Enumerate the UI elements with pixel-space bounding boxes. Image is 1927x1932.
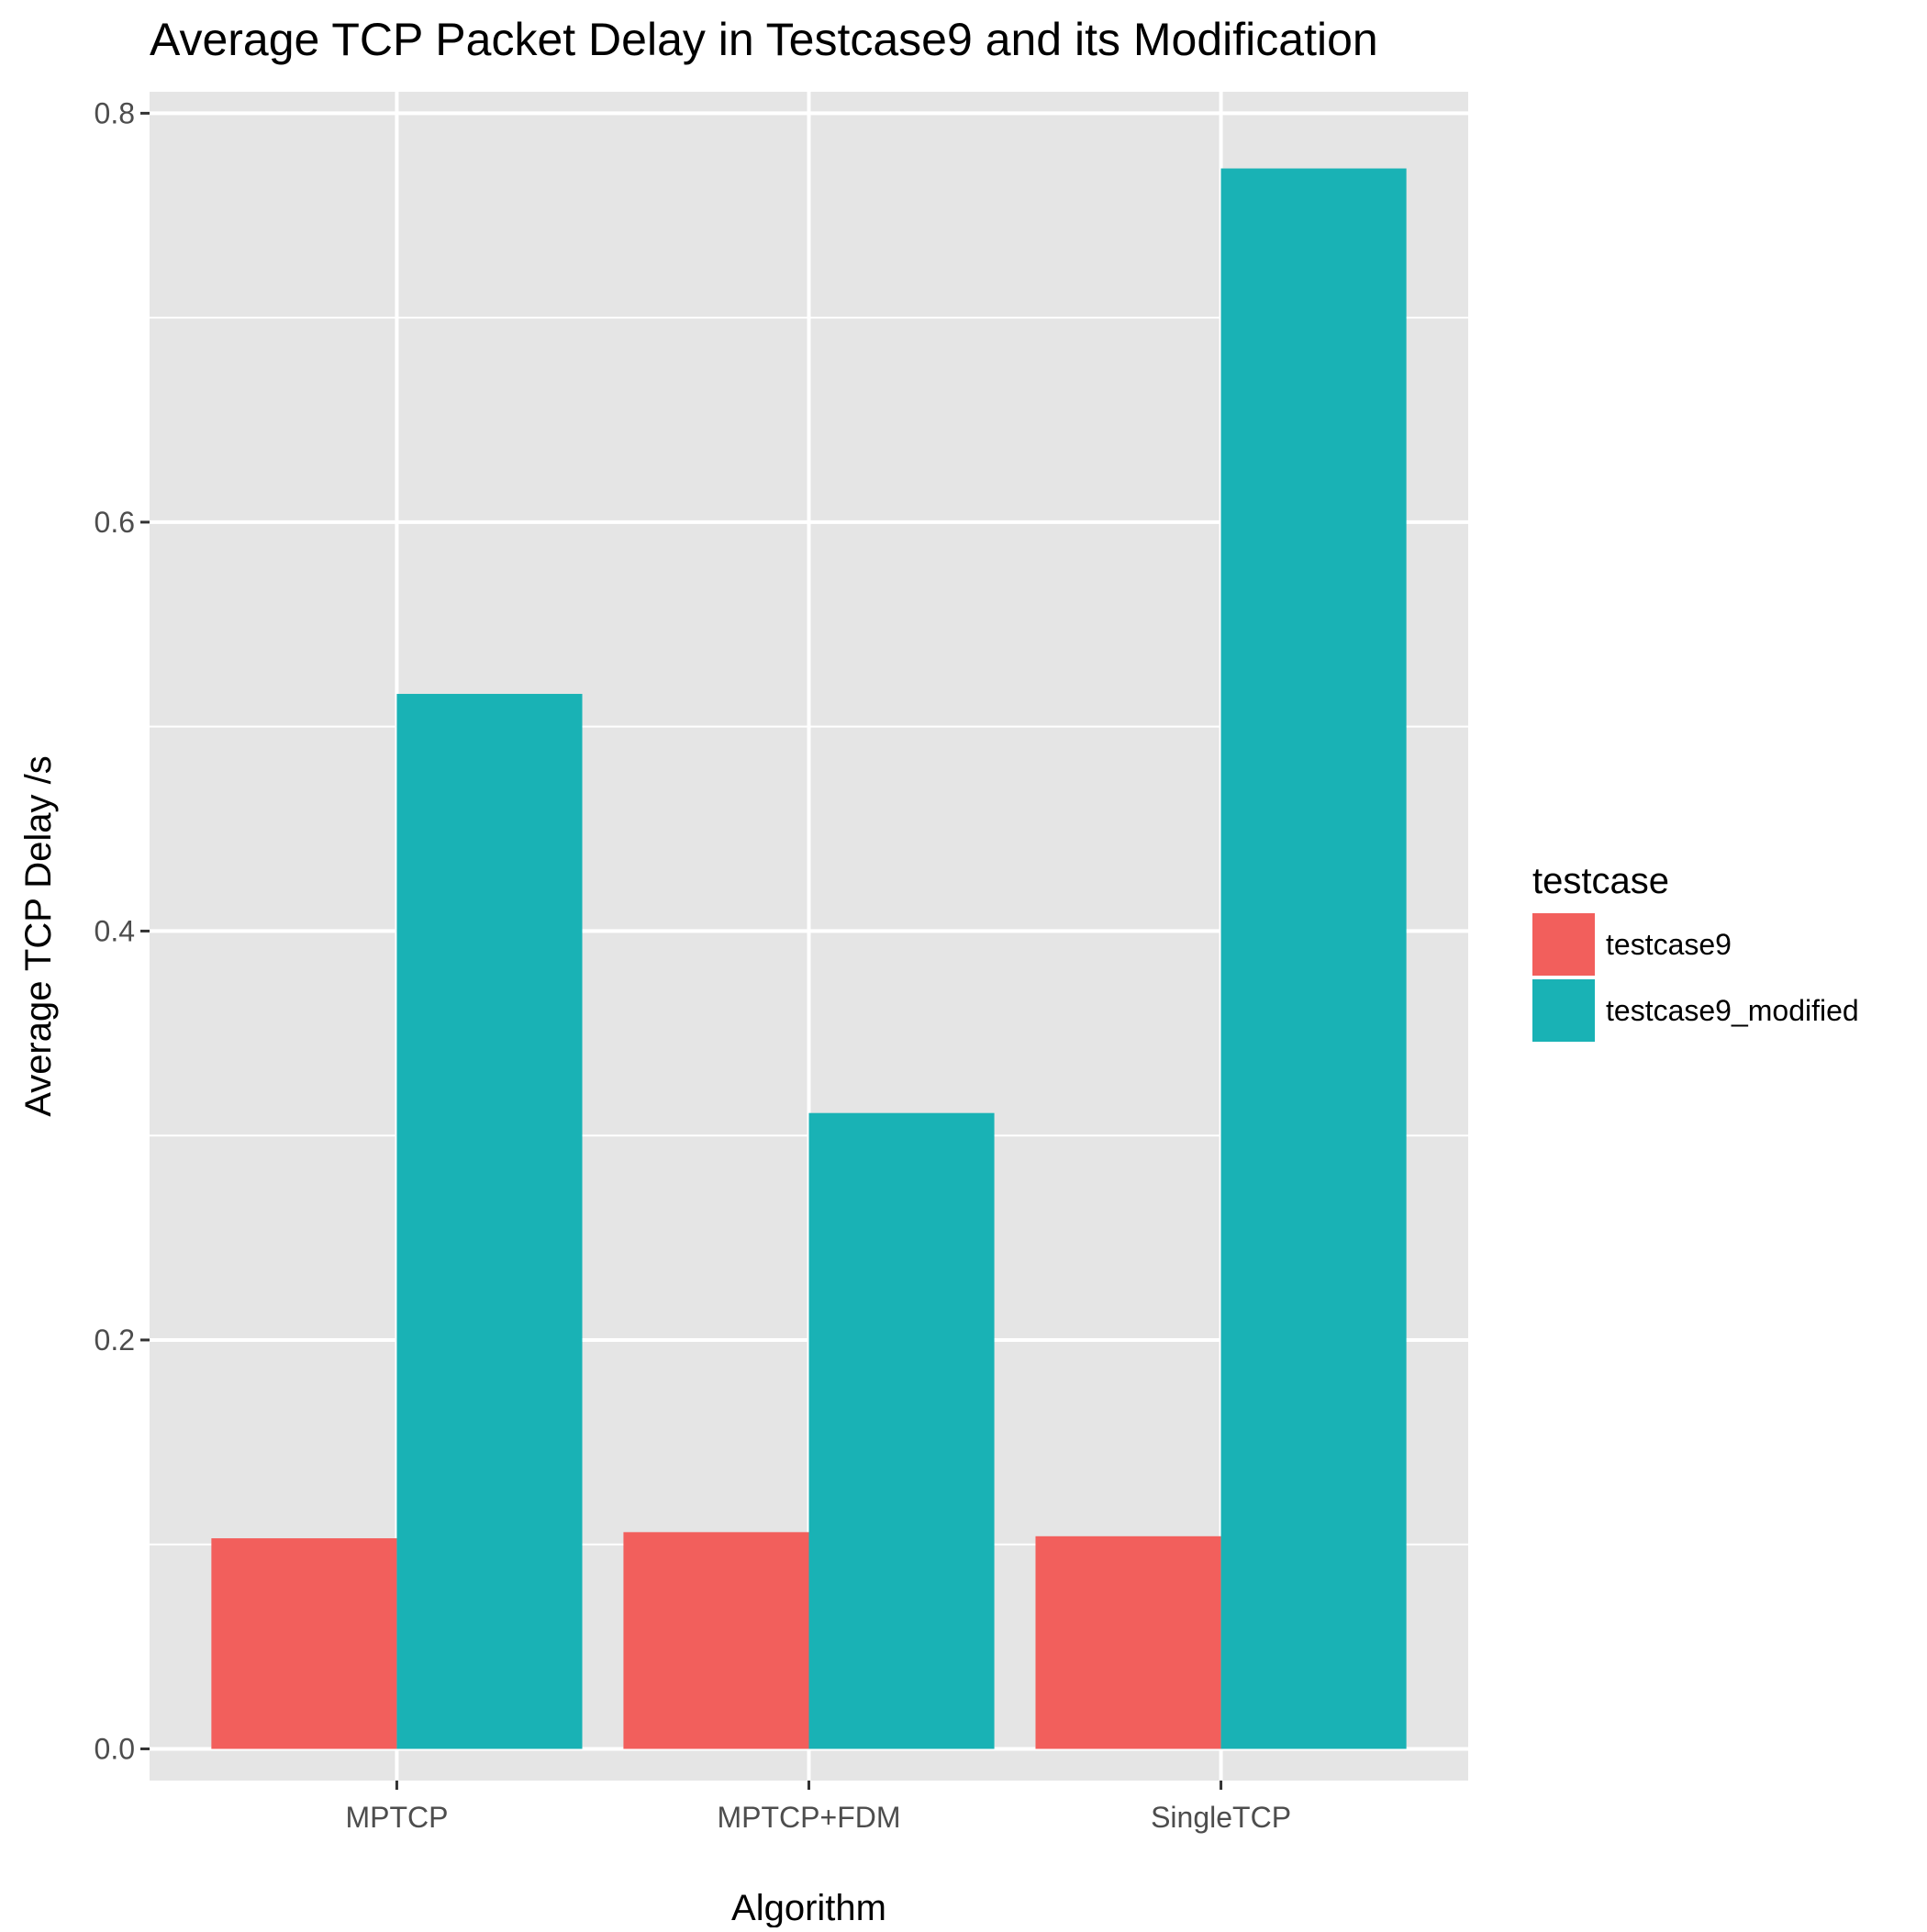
legend-title: testcase <box>1532 861 1669 901</box>
y-tick-label: 0.0 <box>95 1732 135 1765</box>
legend-label-testcase9_modified: testcase9_modified <box>1606 994 1859 1027</box>
bar-testcase9-mptcp-fdm <box>623 1532 809 1749</box>
x-tick-label: SingleTCP <box>1151 1801 1291 1834</box>
bars <box>211 168 1407 1749</box>
y-tick-label: 0.6 <box>95 506 135 539</box>
legend-swatch-testcase9 <box>1532 913 1595 976</box>
x-tick-label: MPTCP <box>345 1801 448 1834</box>
y-tick-label: 0.2 <box>95 1323 135 1357</box>
bar-testcase9_modified-singletcp <box>1220 168 1407 1749</box>
y-axis-label: Average TCP Delay /s <box>18 755 59 1117</box>
bar-testcase9_modified-mptcp-fdm <box>808 1112 995 1749</box>
legend-swatch-testcase9_modified <box>1532 979 1595 1042</box>
chart-title: Average TCP Packet Delay in Testcase9 an… <box>150 14 1378 65</box>
legend: testcase testcase9 testcase9_modified <box>1532 861 1859 1042</box>
legend-items: testcase9 testcase9_modified <box>1532 913 1859 1042</box>
legend-label-testcase9: testcase9 <box>1606 928 1732 961</box>
y-tick-label: 0.8 <box>95 96 135 129</box>
bar-testcase9-singletcp <box>1035 1536 1221 1749</box>
bar-testcase9_modified-mptcp <box>396 694 583 1749</box>
x-axis-label: Algorithm <box>731 1888 886 1927</box>
bar-testcase9-mptcp <box>211 1538 397 1749</box>
x-axis: MPTCP MPTCP+FDM SingleTCP <box>345 1781 1291 1834</box>
y-axis: 0.0 0.2 0.4 0.6 0.8 <box>95 96 150 1765</box>
x-tick-label: MPTCP+FDM <box>718 1801 901 1834</box>
y-tick-label: 0.4 <box>95 914 135 947</box>
